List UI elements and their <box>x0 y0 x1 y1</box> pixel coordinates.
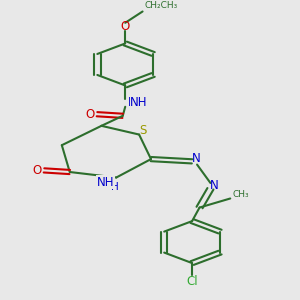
Text: S: S <box>139 124 146 137</box>
Text: NH: NH <box>97 176 114 189</box>
Text: O: O <box>85 108 94 121</box>
Text: N: N <box>210 179 219 192</box>
Text: NH: NH <box>99 177 116 190</box>
Text: NH: NH <box>130 96 148 109</box>
Text: Cl: Cl <box>186 275 198 288</box>
Text: NH: NH <box>128 96 145 110</box>
Text: N: N <box>192 152 200 165</box>
Text: O: O <box>32 164 41 177</box>
Text: CH₂CH₃: CH₂CH₃ <box>144 1 178 10</box>
Text: H: H <box>111 182 119 192</box>
Text: CH₃: CH₃ <box>233 190 250 199</box>
Text: O: O <box>121 20 130 34</box>
